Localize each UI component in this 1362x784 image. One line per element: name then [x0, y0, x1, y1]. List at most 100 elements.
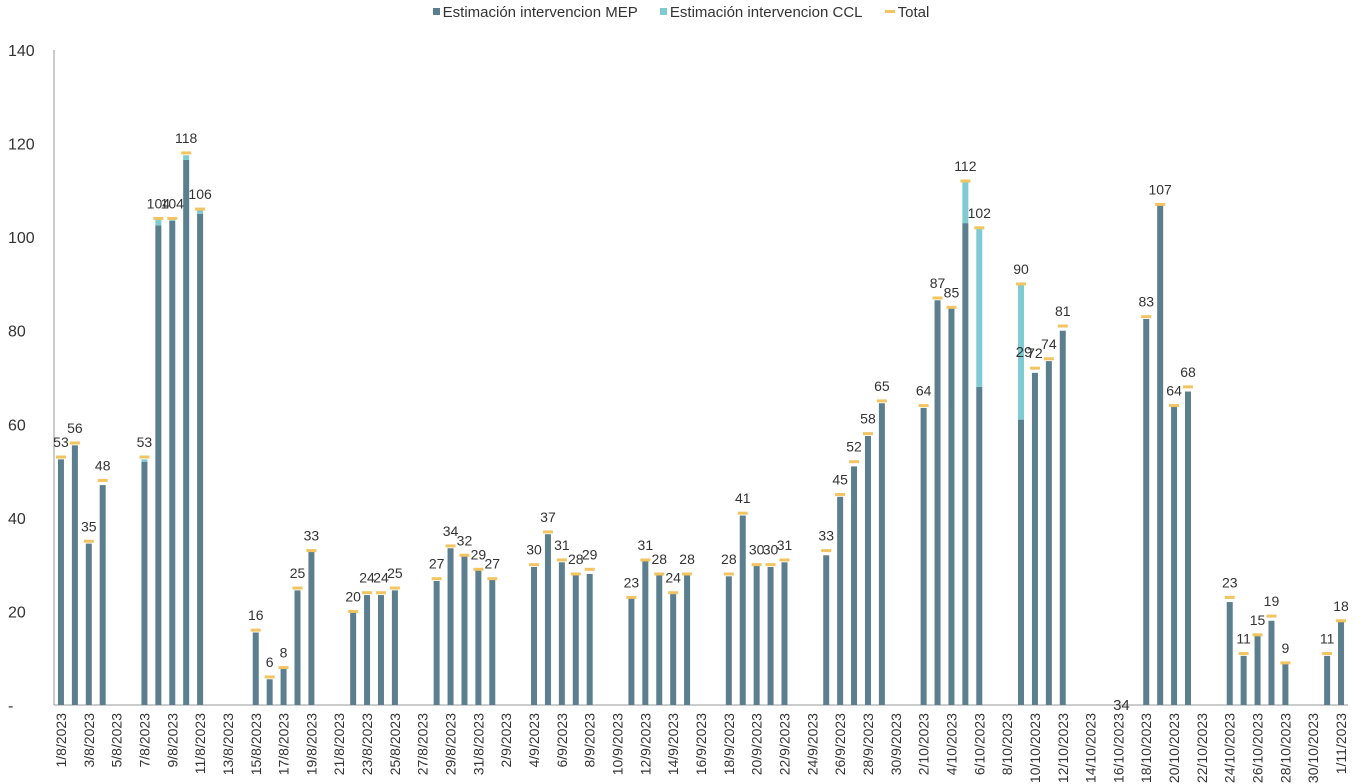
bar-mep [1031, 372, 1038, 705]
x-tick-label: 14/9/2023 [665, 713, 681, 775]
x-tick-label: 26/9/2023 [832, 713, 848, 775]
total-marker [779, 558, 790, 562]
total-data-label: 112 [954, 158, 977, 174]
bar-ccl [155, 218, 162, 226]
total-marker [1322, 652, 1333, 656]
x-tick-label: 26/10/2023 [1250, 713, 1266, 783]
total-data-label: 23 [624, 574, 640, 590]
total-data-label: 85 [944, 284, 960, 300]
total-marker [1336, 619, 1347, 623]
total-marker [932, 296, 943, 300]
x-tick-label: 1/11/2023 [1333, 713, 1349, 774]
bar-mep [976, 386, 983, 705]
x-tick-label: 16/9/2023 [693, 713, 709, 775]
total-marker [835, 492, 846, 496]
total-marker [751, 563, 762, 567]
total-data-label: 27 [429, 556, 445, 572]
bar-mep [183, 159, 190, 706]
total-data-label: 9 [1281, 640, 1289, 656]
total-data-label: 30 [763, 542, 779, 558]
x-tick-label: 21/8/2023 [331, 713, 347, 775]
bar-mep [725, 576, 732, 705]
legend-item-mep: Estimación intervencion MEP [432, 4, 638, 21]
x-tick-label: 6/10/2023 [971, 713, 987, 775]
x-tick-label: 1/8/2023 [53, 713, 69, 768]
total-marker [946, 305, 957, 309]
total-marker [682, 572, 693, 576]
bar-mep [1171, 405, 1178, 705]
total-marker [737, 511, 748, 515]
x-tick-label: 22/9/2023 [776, 713, 792, 775]
legend-swatch-mep [432, 8, 440, 15]
total-marker [1182, 385, 1193, 389]
x-tick-label: 30/9/2023 [888, 713, 904, 775]
total-marker [849, 460, 860, 464]
x-tick-label: 3/8/2023 [81, 713, 97, 768]
y-tick-label: 40 [8, 511, 26, 528]
total-data-label: 24 [373, 570, 389, 586]
bar-mep [531, 566, 538, 705]
total-data-label: 31 [554, 537, 570, 553]
legend-item-ccl: Estimación intervencion CCL [659, 4, 863, 21]
total-data-label: 25 [290, 565, 306, 581]
total-marker [1280, 661, 1291, 665]
total-marker [1016, 282, 1027, 286]
total-marker [1252, 633, 1263, 637]
total-data-label: 104 [161, 195, 185, 211]
total-marker [1057, 324, 1068, 328]
x-tick-label: 12/9/2023 [637, 713, 653, 775]
total-marker [1224, 595, 1235, 599]
total-marker [487, 577, 498, 581]
bar-mep [1268, 620, 1275, 705]
total-marker [1141, 315, 1152, 319]
bar-mep [252, 632, 259, 705]
total-marker [69, 441, 80, 445]
total-marker [459, 553, 470, 557]
bar-mep [767, 566, 774, 705]
total-data-label: 28 [651, 551, 667, 567]
total-data-label: 107 [1148, 181, 1172, 197]
total-marker [375, 591, 386, 595]
bar-mep [1254, 634, 1261, 705]
x-tick-label: 28/9/2023 [860, 713, 876, 775]
legend-label-total: Total [897, 4, 930, 21]
total-data-label: 35 [81, 518, 97, 534]
x-tick-label: 19/8/2023 [303, 713, 319, 775]
bar-ccl [183, 155, 190, 160]
bar-mep [391, 590, 398, 705]
x-tick-label: 14/10/2023 [1083, 713, 1099, 783]
y-tick-label: 140 [8, 43, 35, 60]
bar-mep [1018, 419, 1025, 705]
total-data-label: 106 [188, 186, 212, 202]
total-marker [654, 572, 665, 576]
total-marker [668, 591, 679, 595]
x-tick-label: 2/9/2023 [498, 713, 514, 768]
total-marker [1043, 357, 1054, 361]
total-marker [250, 628, 261, 632]
bar-mep [475, 569, 482, 705]
total-data-label: 102 [968, 205, 992, 221]
y-tick-label: 80 [8, 324, 26, 341]
total-data-label: 30 [749, 542, 765, 558]
total-marker [821, 549, 832, 553]
bar-mep [864, 435, 871, 705]
bar-mep [141, 461, 148, 705]
bar-mep [572, 574, 579, 705]
x-tick-label: 24/9/2023 [804, 713, 820, 775]
total-data-label: 90 [1013, 261, 1029, 277]
x-tick-label: 31/8/2023 [470, 713, 486, 775]
total-data-label: 37 [540, 509, 556, 525]
bar-mep [1338, 620, 1345, 705]
total-data-label: 6 [266, 654, 274, 670]
x-tick-label: 25/8/2023 [387, 713, 403, 775]
total-marker [181, 151, 192, 155]
total-data-label: 15 [1250, 612, 1266, 628]
total-marker [306, 549, 317, 553]
total-data-label: 25 [387, 565, 403, 581]
bar-ccl [1018, 283, 1025, 420]
total-data-label: 8 [280, 645, 288, 661]
bar-mep [628, 597, 635, 705]
bar-ccl [976, 227, 983, 387]
total-marker [556, 558, 567, 562]
total-marker [139, 455, 150, 459]
